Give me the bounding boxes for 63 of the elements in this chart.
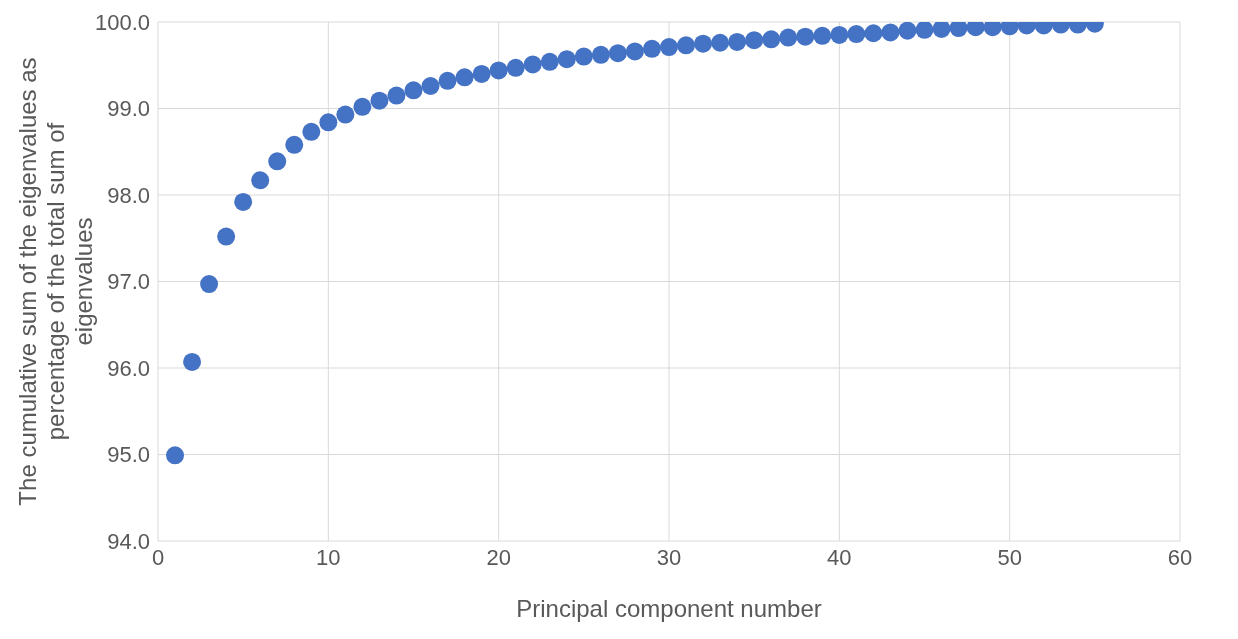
point xyxy=(932,22,951,38)
x-tick-label: 50 xyxy=(997,544,1022,570)
point xyxy=(711,33,730,52)
point xyxy=(608,44,627,63)
point xyxy=(557,50,576,69)
y-tick-label: 100.0 xyxy=(94,9,150,35)
point xyxy=(472,64,491,83)
point xyxy=(421,77,440,96)
point xyxy=(200,275,219,294)
point xyxy=(591,45,610,64)
point xyxy=(336,105,355,124)
point xyxy=(404,81,423,100)
point xyxy=(881,23,900,42)
point xyxy=(677,36,696,55)
x-tick-label: 0 xyxy=(151,544,165,570)
point xyxy=(319,113,338,132)
y-tick-label: 98.0 xyxy=(107,182,150,208)
point xyxy=(251,171,270,190)
point xyxy=(574,47,593,66)
point xyxy=(796,27,815,46)
point xyxy=(268,152,287,171)
point xyxy=(779,28,798,47)
y-tick-label: 94.0 xyxy=(107,528,150,554)
point xyxy=(489,61,508,80)
y-tick-label: 97.0 xyxy=(107,269,150,295)
point xyxy=(949,22,968,38)
point xyxy=(506,58,525,77)
x-tick-label: 40 xyxy=(827,544,852,570)
point xyxy=(353,97,372,116)
point xyxy=(302,122,321,141)
point xyxy=(455,68,474,87)
point xyxy=(915,22,934,39)
y-tick-label: 95.0 xyxy=(107,442,150,468)
point xyxy=(813,26,832,45)
point xyxy=(864,24,883,43)
point xyxy=(370,91,389,110)
point xyxy=(762,30,781,49)
point xyxy=(625,42,644,61)
point xyxy=(523,55,542,74)
point xyxy=(745,31,764,50)
x-tick-label: 10 xyxy=(316,544,341,570)
point xyxy=(847,25,866,44)
point xyxy=(728,32,747,51)
point xyxy=(438,71,457,90)
point xyxy=(166,446,185,465)
x-tick-label: 60 xyxy=(1167,544,1193,570)
y-axis-title: The cumulative sum of the eigenvalues as percentage of the total sum of eigenvalues xyxy=(14,57,97,506)
y-tick-label: 96.0 xyxy=(107,355,150,381)
point xyxy=(183,352,202,371)
point xyxy=(660,38,678,57)
point xyxy=(642,39,661,58)
point xyxy=(217,227,236,246)
x-axis-title: Principal component number xyxy=(516,595,822,622)
point xyxy=(540,52,559,71)
y-tick-label: 99.0 xyxy=(107,96,150,122)
x-tick-label: 30 xyxy=(656,544,682,570)
point xyxy=(898,22,917,40)
point xyxy=(387,86,406,105)
point xyxy=(285,135,304,154)
point xyxy=(234,192,253,211)
x-tick-label: 20 xyxy=(486,544,511,570)
point xyxy=(830,25,849,44)
point xyxy=(694,34,713,53)
